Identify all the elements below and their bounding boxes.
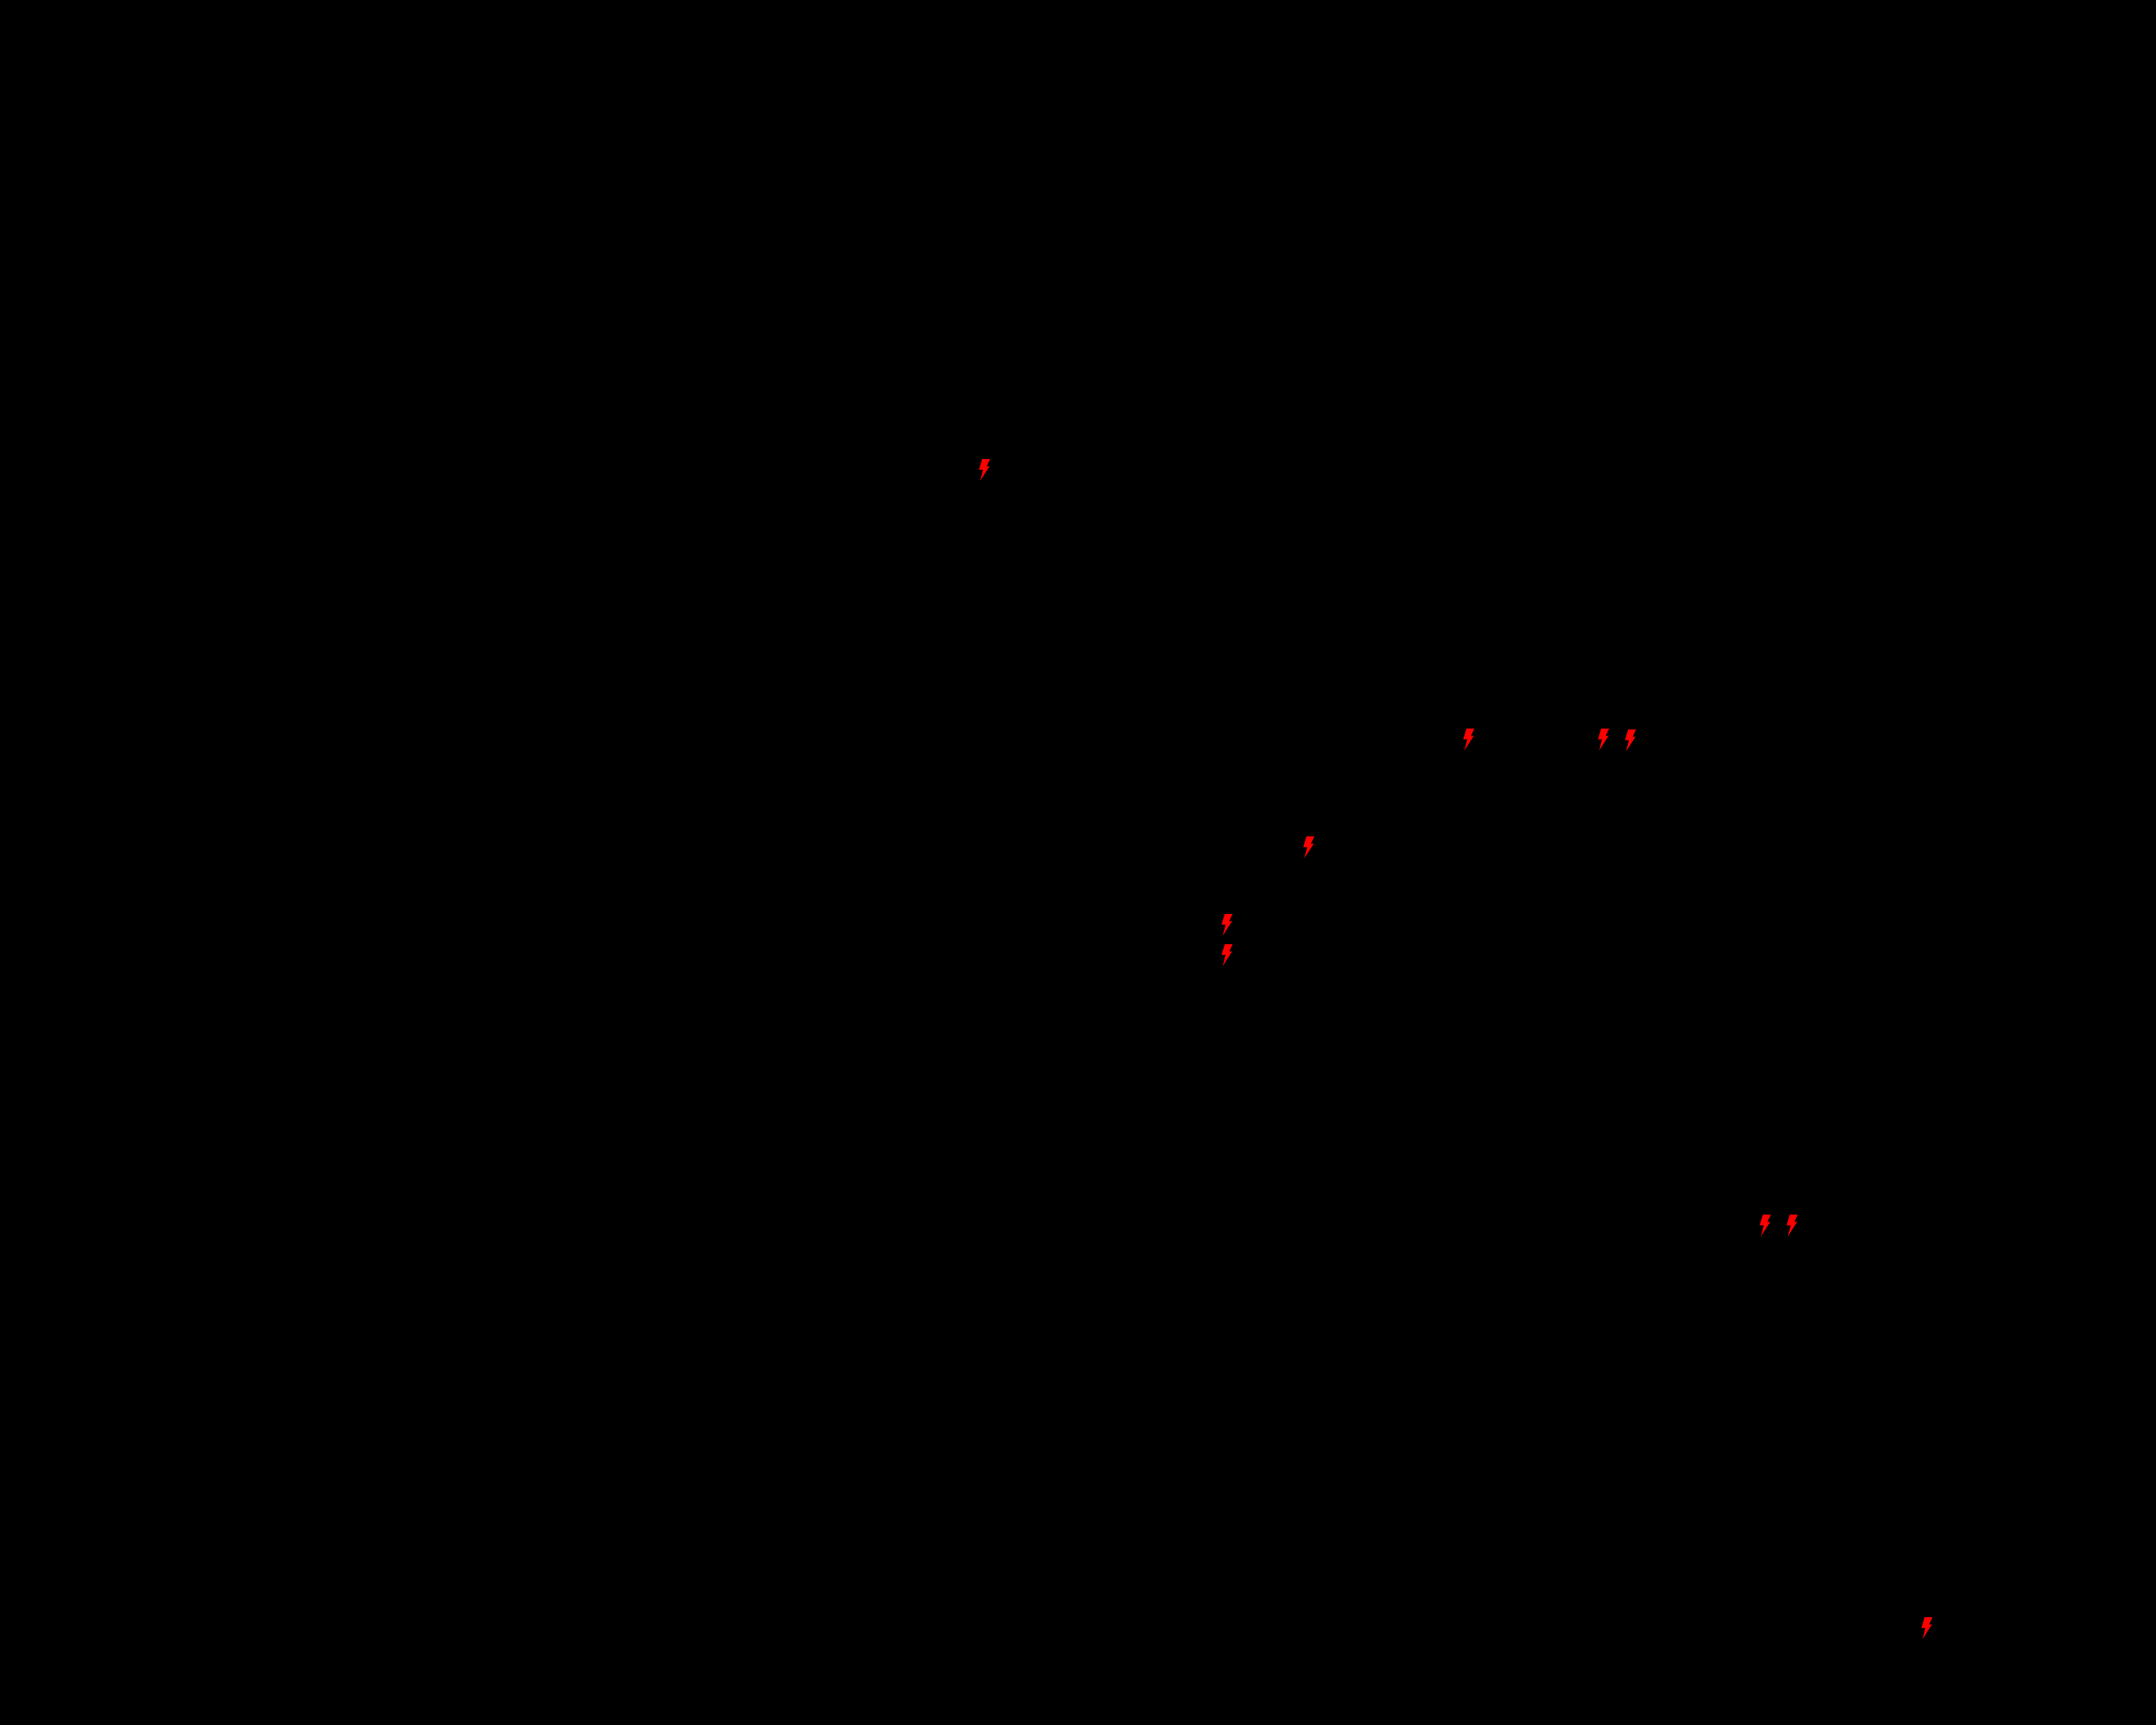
lightning-bolt-icon: [1921, 1617, 1933, 1639]
lightning-strike-marker[interactable]: [1221, 914, 1233, 936]
lightning-bolt-icon: [979, 459, 990, 481]
lightning-bolt-icon: [1759, 1215, 1771, 1236]
lightning-strike-marker[interactable]: [1786, 1215, 1798, 1236]
lightning-strike-marker[interactable]: [1921, 1617, 1933, 1639]
lightning-bolt-icon: [1303, 836, 1315, 858]
lightning-bolt-icon: [1598, 729, 1609, 750]
lightning-strike-marker[interactable]: [1221, 944, 1233, 966]
lightning-bolt-icon: [1221, 914, 1233, 936]
lightning-strike-marker[interactable]: [1625, 729, 1636, 751]
lightning-bolt-icon: [1221, 944, 1233, 966]
lightning-strike-marker[interactable]: [1463, 729, 1475, 750]
lightning-strike-marker[interactable]: [1303, 836, 1315, 858]
lightning-strike-marker[interactable]: [979, 459, 990, 481]
lightning-strike-marker[interactable]: [1759, 1215, 1771, 1236]
lightning-bolt-icon: [1463, 729, 1475, 750]
lightning-bolt-icon: [1786, 1215, 1798, 1236]
lightning-bolt-icon: [1625, 729, 1636, 751]
lightning-strike-marker[interactable]: [1598, 729, 1609, 750]
